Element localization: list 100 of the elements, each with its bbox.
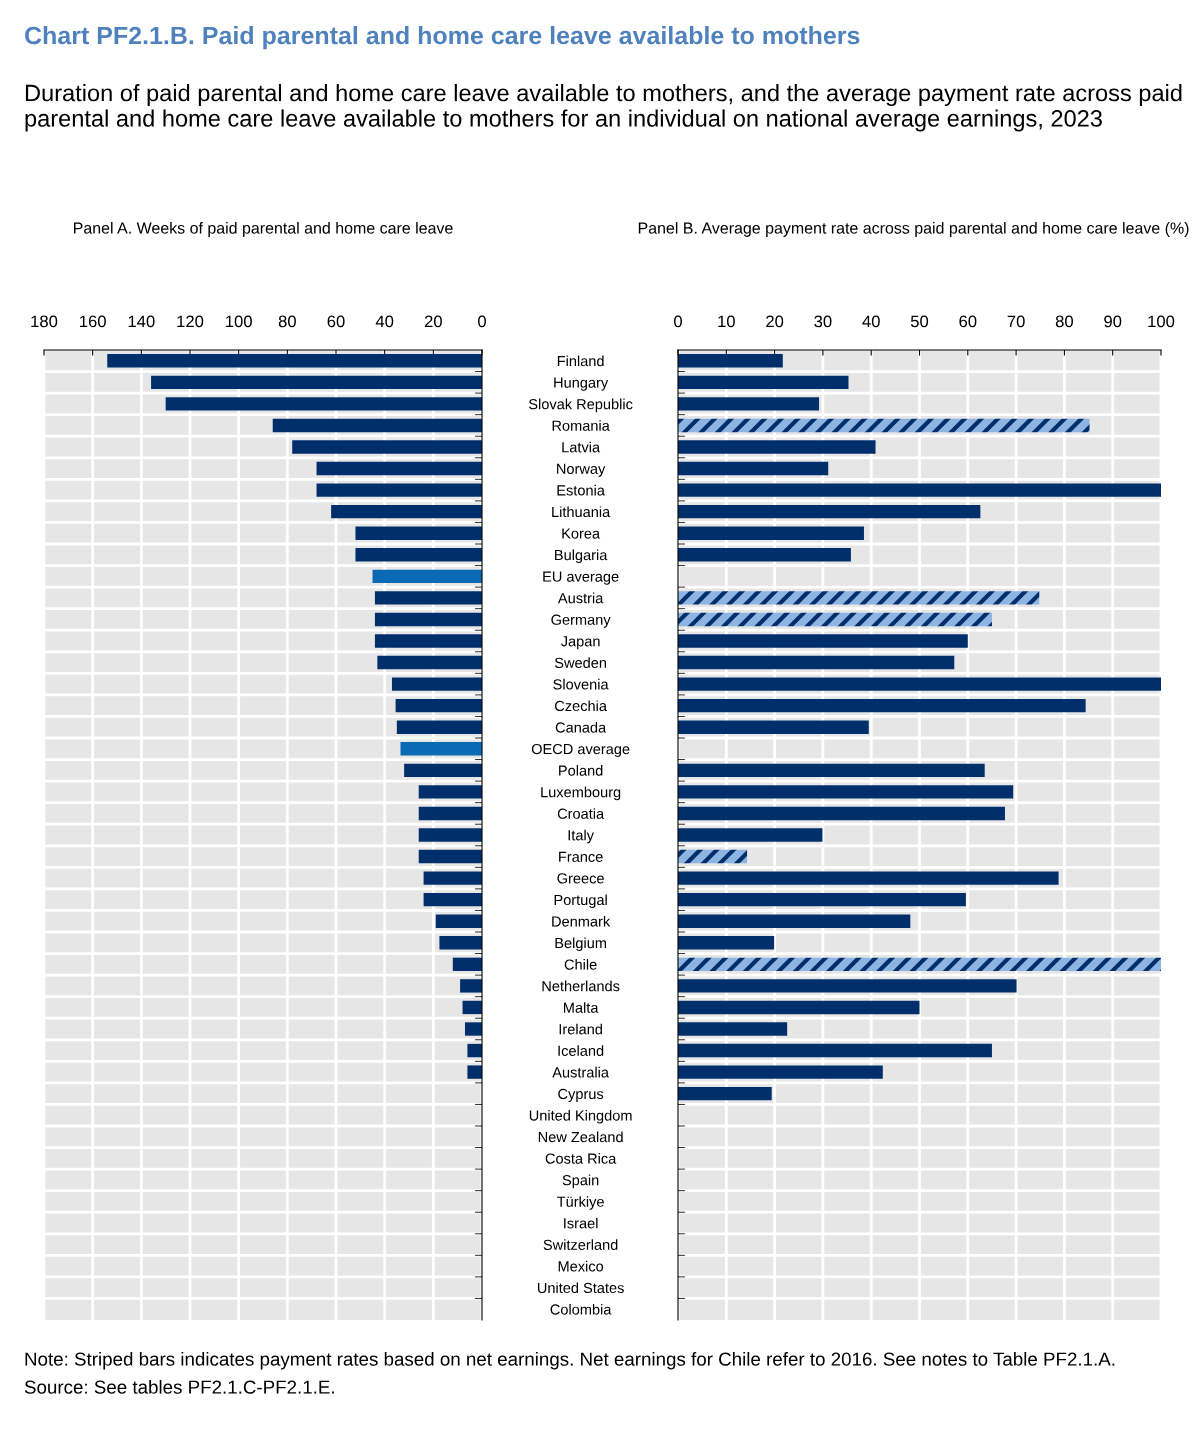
y-tick-label: Croatia	[557, 808, 605, 819]
x-tick-label: 160	[80, 315, 106, 328]
bar	[292, 440, 482, 454]
y-tick-label: Spain	[562, 1174, 599, 1189]
bar	[678, 1022, 788, 1036]
x-tick-label: 40	[375, 315, 394, 328]
bar	[400, 742, 482, 756]
y-tick-label: OECD average	[531, 743, 630, 758]
bar	[462, 1000, 482, 1015]
bar	[464, 1022, 482, 1036]
x-axis-title: Panel A. Weeks of paid parental and home care leave	[74, 222, 453, 237]
bar	[678, 418, 1090, 433]
bar	[165, 397, 482, 411]
bar	[678, 957, 1161, 972]
x-tick-label: 120	[177, 315, 204, 328]
y-tick-label: Ireland	[559, 1023, 602, 1035]
y-tick-label: Japan	[560, 636, 600, 650]
y-tick-label: Poland	[559, 765, 603, 776]
bar	[678, 634, 968, 648]
bar	[678, 440, 876, 454]
y-tick-label: Greece	[557, 873, 604, 884]
y-tick-label: Denmark	[552, 915, 611, 927]
bar	[678, 591, 1040, 605]
y-tick-label: Korea	[562, 528, 601, 539]
y-tick-label: Chile	[564, 959, 597, 970]
bar	[678, 483, 1161, 497]
bar	[374, 634, 482, 648]
bar	[678, 375, 849, 390]
y-tick-label: Australia	[552, 1066, 609, 1078]
bar	[418, 806, 482, 821]
bar	[467, 1065, 482, 1079]
bar	[678, 677, 1161, 691]
bar	[372, 569, 482, 584]
y-tick-label: Colombia	[550, 1303, 612, 1315]
y-tick-label: Portugal	[554, 894, 607, 908]
y-tick-label: Germany	[551, 614, 611, 628]
bar	[151, 375, 482, 390]
y-tick-label: United Kingdom	[529, 1109, 632, 1124]
y-tick-label: Türkiye	[557, 1196, 604, 1210]
text: Duration of paid parental and home care leave available to mothers, and the average payment rate across paid parental and home care leave available to mothers for an individual on national average earnings, 2023	[25, 84, 1182, 132]
y-tick-label: Norway	[557, 463, 606, 477]
bar	[377, 655, 482, 670]
bar	[404, 763, 482, 778]
bar	[678, 461, 829, 476]
x-tick-label: 40	[862, 315, 880, 328]
y-tick-label: Italy	[568, 829, 594, 844]
y-tick-label: Slovenia	[553, 678, 609, 690]
bar	[439, 936, 482, 950]
y-tick-label: Slovak Republic	[528, 398, 633, 413]
x-tick-label: 90	[1104, 315, 1122, 328]
y-tick-label: Latvia	[562, 441, 601, 453]
bar	[678, 504, 981, 519]
y-tick-label: Lithuania	[552, 506, 611, 518]
y-tick-label: Switzerland	[543, 1239, 618, 1250]
y-tick-label: Romania	[552, 420, 610, 431]
bar	[374, 612, 482, 627]
x-tick-label: 180	[31, 315, 58, 328]
bar	[678, 871, 1059, 885]
bar	[316, 483, 482, 497]
y-tick-label: Malta	[563, 1002, 599, 1013]
bar	[678, 892, 966, 907]
y-tick-label: Estonia	[557, 484, 605, 496]
bar	[678, 979, 1017, 993]
x-tick-label: 80	[278, 315, 296, 328]
bar	[396, 720, 482, 734]
bar	[678, 548, 851, 562]
y-tick-label: Sweden	[554, 657, 607, 668]
y-tick-label: Iceland	[558, 1045, 604, 1056]
bar	[678, 655, 955, 670]
bar	[423, 892, 482, 907]
x-tick-label: 50	[910, 315, 929, 328]
bar	[423, 871, 482, 885]
bar	[678, 1086, 772, 1101]
bar	[678, 698, 1086, 713]
bar	[272, 418, 482, 433]
bar	[678, 720, 869, 734]
bar	[460, 979, 482, 993]
source-note: Source: See tables PF2.1.C-PF2.1.E.	[24, 1380, 334, 1394]
x-tick-label: 80	[1055, 315, 1074, 328]
bar	[678, 1000, 920, 1015]
bar	[678, 936, 775, 950]
x-tick-label: 30	[814, 315, 832, 328]
y-tick-label: Bulgaria	[555, 549, 608, 564]
bar	[678, 1065, 883, 1079]
bar	[107, 354, 482, 368]
x-tick-label: 0	[674, 315, 682, 328]
x-tick-label: 70	[1007, 315, 1025, 328]
bar	[678, 806, 1005, 821]
y-tick-label: Belgium	[555, 937, 606, 952]
y-tick-label: France	[559, 851, 603, 862]
x-tick-label: 100	[1148, 315, 1175, 328]
x-tick-label: 20	[766, 315, 784, 328]
bar	[678, 828, 823, 842]
y-tick-label: Finland	[557, 355, 604, 367]
text: Note: Striped bars indicates payment rates based on net earnings. Net earnings for Chile refer to 2016. See notes to Table PF2.1.A.	[25, 1352, 1115, 1370]
bar	[678, 763, 985, 778]
bar	[678, 849, 748, 864]
x-axis-title: Panel B. Average payment rate across paid parental and home care leave (%)	[638, 222, 1189, 237]
chart-title: Chart PF2.1.B. Paid parental and home care leave available to mothers	[25, 26, 860, 50]
bar	[391, 677, 482, 691]
